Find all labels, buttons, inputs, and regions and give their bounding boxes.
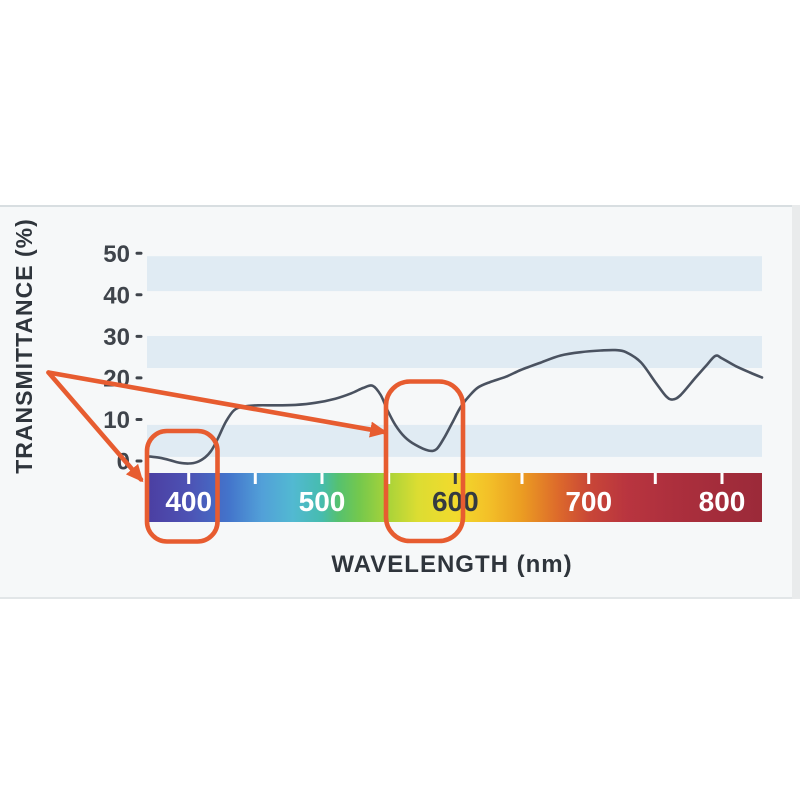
annotation-arrow-2 <box>46 370 388 438</box>
spectrum-tick-800 <box>720 473 724 484</box>
plot-stripe <box>147 424 762 457</box>
spectrum-tick-600 <box>453 473 457 484</box>
spectrum-tick-label-500: 500 <box>299 486 346 517</box>
y-tick-dash-40 <box>135 293 143 297</box>
spectrum-tick-500 <box>320 473 324 484</box>
y-tick-dash-10 <box>135 418 143 421</box>
y-tick-label-10: 10 <box>103 407 130 434</box>
plot-stripe <box>147 336 762 368</box>
y-tick-label-40: 40 <box>103 282 130 309</box>
wavelength-spectrum-bar: 400 500 600 700 800 <box>146 473 762 522</box>
highlight-box-400nm <box>144 428 220 544</box>
y-axis-title: TRANSMITTANCE (%) <box>11 218 37 474</box>
y-tick-dash-20 <box>135 376 143 380</box>
highlight-box-580nm <box>383 379 466 544</box>
spectrum-tick-label-800: 800 <box>699 486 746 517</box>
y-tick-label-50: 50 <box>103 241 130 268</box>
y-tick-dash-0 <box>135 459 143 463</box>
annotation-overlay <box>46 370 466 544</box>
spectrum-tick-label-700: 700 <box>565 486 612 517</box>
y-tick-dash-50 <box>135 251 143 255</box>
y-tick-label-30: 30 <box>103 324 130 351</box>
spectrum-tick-650 <box>520 473 524 484</box>
y-tick-dash-30 <box>135 334 143 338</box>
annotation-arrow-1 <box>46 370 144 483</box>
spectrum-tick-750 <box>653 473 657 484</box>
spectrum-tick-550 <box>387 473 391 484</box>
spectrum-tick-label-400: 400 <box>165 486 212 517</box>
plot-stripe <box>147 256 762 292</box>
transmittance-curve <box>147 348 764 465</box>
spectrum-tick-label-600: 600 <box>432 486 479 517</box>
x-axis-title: WAVELENGTH (nm) <box>331 551 572 578</box>
spectrum-tick-700 <box>587 473 591 484</box>
spectrum-tick-450 <box>253 473 257 484</box>
plot-stripe-group <box>147 256 762 457</box>
spectrum-tick-400 <box>187 473 191 484</box>
scan-right-edge <box>792 205 800 599</box>
